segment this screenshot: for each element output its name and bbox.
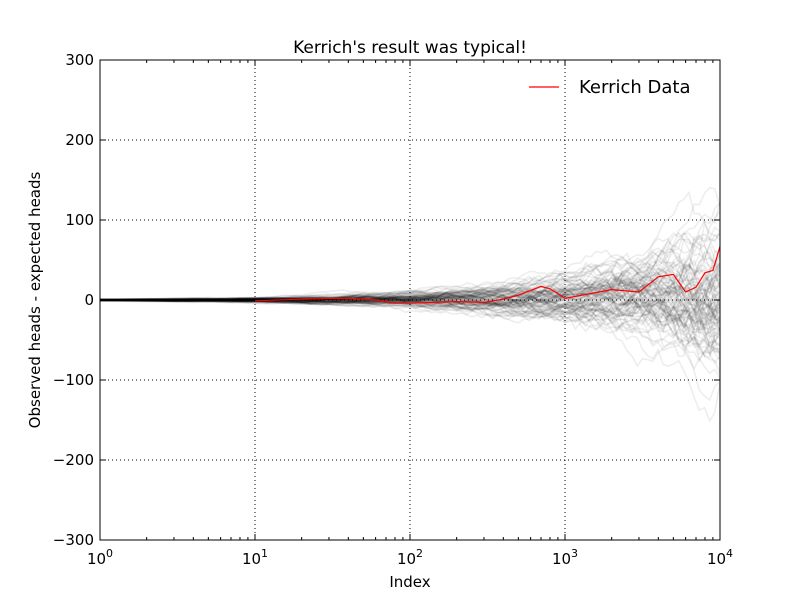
simulated-run-line — [99, 280, 721, 330]
grid-layer — [100, 60, 720, 540]
x-tick-label: 103 — [552, 547, 578, 568]
legend: Kerrich Data — [529, 77, 690, 98]
simulated-run-line — [99, 288, 721, 339]
simulated-run-line — [99, 297, 721, 402]
simulated-run-line — [99, 292, 721, 335]
simulated-run-line — [99, 280, 721, 331]
simulated-run-line — [99, 296, 721, 355]
simulated-run-line — [99, 281, 721, 322]
simulated-run-line — [100, 292, 721, 330]
simulated-run-line — [99, 296, 721, 357]
y-tick-label: 0 — [84, 291, 94, 309]
y-tick-label: 300 — [65, 51, 94, 69]
simulated-run-line — [99, 270, 721, 320]
series-layer — [254, 246, 721, 304]
simulated-run-line — [99, 226, 721, 302]
simulated-run-line — [99, 270, 721, 324]
chart-title: Kerrich's result was typical! — [293, 38, 527, 58]
simulated-run-line — [99, 262, 721, 315]
simulated-run-line — [99, 288, 721, 330]
simulated-run-line — [99, 210, 721, 301]
simulated-run-line — [99, 291, 721, 331]
x-tick-label: 100 — [87, 547, 113, 568]
x-axis-label: Index — [389, 573, 430, 591]
simulated-run-line — [100, 247, 721, 309]
simulated-run-line — [99, 292, 721, 327]
simulated-runs — [99, 186, 721, 423]
series-line-kerrich-data — [254, 246, 721, 304]
x-tick-label: 101 — [242, 547, 268, 568]
simulated-run-line — [99, 274, 721, 335]
simulated-run-line — [99, 272, 721, 326]
simulated-run-line — [99, 202, 721, 302]
y-tick-label: 100 — [65, 211, 94, 229]
simulated-run-line — [99, 274, 721, 361]
simulated-run-line — [99, 190, 721, 319]
simulated-run-line — [99, 256, 721, 321]
simulated-run-line — [99, 243, 721, 319]
x-tick-label: 104 — [707, 547, 733, 568]
y-axis-label: Observed heads - expected heads — [26, 171, 44, 428]
plot-area — [99, 59, 721, 541]
simulated-run-line — [99, 298, 721, 356]
simulated-run-line — [99, 285, 721, 353]
simulated-run-line — [99, 288, 721, 353]
simulated-run-line — [99, 246, 721, 314]
simulated-run-line — [99, 286, 721, 343]
simulated-run-line — [99, 242, 721, 311]
simulated-run-line — [99, 278, 721, 329]
simulated-run-line — [99, 273, 721, 330]
simulated-run-line — [99, 230, 721, 304]
simulated-run-line — [99, 231, 721, 318]
simulated-run-line — [99, 285, 721, 332]
y-tick-label: −200 — [53, 451, 94, 469]
simulated-run-line — [99, 283, 721, 314]
simulated-run-line — [99, 270, 721, 325]
y-tick-label: −300 — [53, 531, 94, 549]
y-tick-label: 200 — [65, 131, 94, 149]
y-tick-labels: 300 200 100 0 −100 −200 −300 — [53, 51, 94, 549]
simulated-run-line — [99, 255, 721, 343]
simulated-run-line — [99, 286, 721, 342]
simulated-run-line — [99, 273, 721, 311]
simulated-run-line — [99, 287, 721, 379]
simulated-run-line — [99, 265, 721, 324]
simulated-run-line — [99, 263, 721, 334]
tick-marks — [99, 59, 721, 541]
simulated-run-line — [99, 296, 721, 339]
simulated-run-line — [99, 276, 721, 304]
simulated-run-line — [99, 277, 721, 363]
simulated-run-line — [99, 268, 721, 321]
simulated-run-line — [99, 286, 721, 346]
simulated-run-line — [99, 285, 721, 334]
x-tick-labels: 100 101 102 103 104 — [87, 547, 733, 568]
simulated-run-line — [99, 262, 721, 304]
simulated-run-line — [99, 263, 721, 304]
simulated-run-line — [99, 287, 721, 347]
simulated-run-line — [99, 288, 721, 365]
simulated-run-line — [99, 290, 721, 334]
simulated-run-line — [99, 278, 721, 359]
simulated-run-line — [99, 274, 721, 312]
simulated-run-line — [100, 259, 721, 303]
simulated-run-line — [99, 292, 721, 368]
simulated-run-line — [99, 250, 721, 304]
simulated-run-line — [99, 266, 721, 310]
simulated-run-line — [99, 250, 721, 301]
x-tick-label: 102 — [397, 547, 423, 568]
y-tick-label: −100 — [53, 371, 94, 389]
simulated-run-line — [99, 262, 721, 327]
simulated-run-line — [99, 273, 721, 315]
simulated-run-line — [99, 282, 721, 320]
simulated-run-line — [99, 282, 721, 328]
simulated-run-line — [99, 280, 721, 333]
simulated-run-line — [99, 287, 721, 331]
simulated-run-line — [99, 282, 721, 325]
legend-label: Kerrich Data — [579, 77, 690, 98]
